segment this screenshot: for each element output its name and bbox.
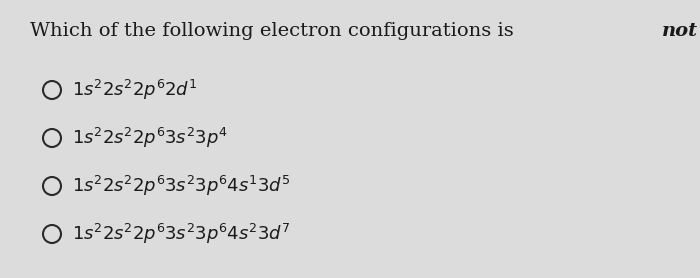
Text: Which of the following electron configurations is: Which of the following electron configur… <box>30 22 520 40</box>
Text: $1s^{2}2s^{2}2p^{6}3s^{2}3p^{6}4s^{2}3d^{7}$: $1s^{2}2s^{2}2p^{6}3s^{2}3p^{6}4s^{2}3d^… <box>72 222 290 246</box>
Text: not: not <box>662 22 699 40</box>
Text: $1s^{2}2s^{2}2p^{6}2d^{1}$: $1s^{2}2s^{2}2p^{6}2d^{1}$ <box>72 78 197 102</box>
Text: $1s^{2}2s^{2}2p^{6}3s^{2}3p^{4}$: $1s^{2}2s^{2}2p^{6}3s^{2}3p^{4}$ <box>72 126 228 150</box>
Text: $1s^{2}2s^{2}2p^{6}3s^{2}3p^{6}4s^{1}3d^{5}$: $1s^{2}2s^{2}2p^{6}3s^{2}3p^{6}4s^{1}3d^… <box>72 174 290 198</box>
